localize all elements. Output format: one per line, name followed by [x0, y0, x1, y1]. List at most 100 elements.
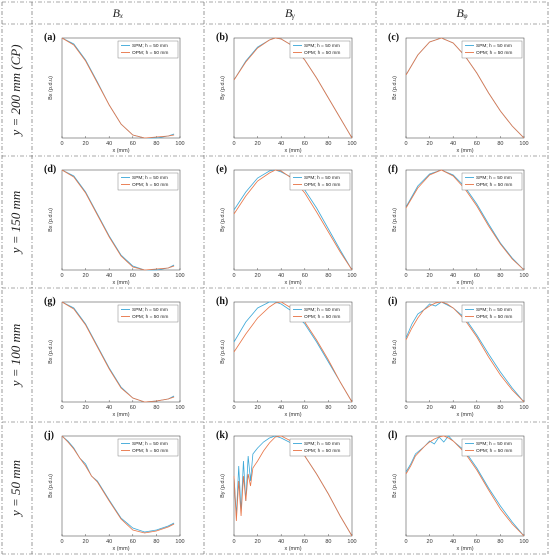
panel-label: (g): [44, 296, 56, 307]
panels: (a) 0 20 40 60 80 100 x (mm) Bx (p.d.u) SPM; h = …: [44, 32, 529, 552]
y-axis-label: Bx (p.d.u): [48, 474, 54, 498]
x-axis-label: x (mm): [284, 148, 301, 154]
chart-panel: (b) 0 20 40 60 80 100 x (mm) By (p.d.u) SPM; h = …: [216, 32, 357, 154]
x-tick-label: 100: [519, 273, 528, 279]
legend-box: [461, 304, 523, 323]
legend-box: [289, 172, 351, 191]
chart-panel: (e) 0 20 40 60 80 100 x (mm) By (p.d.u) SPM; h = …: [216, 164, 357, 286]
chart-panel: (g) 0 20 40 60 80 100 x (mm) Bx (p.d.u) SPM; h = …: [44, 296, 185, 418]
series-line-opm: [233, 169, 353, 271]
x-axis-label: x (mm): [284, 412, 301, 418]
legend-entry: OPM; h = 50 mm: [132, 314, 168, 320]
chart-panel: (d) 0 20 40 60 80 100 x (mm) Bx (p.d.u) SPM; h = …: [44, 164, 185, 286]
x-tick-label: 40: [278, 141, 284, 147]
plot-frame: [61, 301, 181, 403]
legend-entry: OPM; h = 50 mm: [132, 182, 168, 188]
headers: Bₓ Bᵧ Bᵩ y = 200 mm (CP) y = 150 mm y = 100 m…: [8, 6, 468, 518]
panel-label: (j): [44, 430, 54, 441]
legend-entry: SPM; h = 50 mm: [132, 441, 168, 447]
x-tick-label: 100: [175, 141, 184, 147]
plot-frame: [61, 37, 181, 139]
legend-box: [117, 40, 179, 59]
series-line-opm: [61, 169, 175, 271]
x-tick-label: 20: [427, 539, 433, 545]
x-tick-label: 100: [347, 405, 356, 411]
plot-frame: [61, 169, 181, 271]
x-tick-label: 60: [130, 405, 136, 411]
x-tick-label: 60: [302, 141, 308, 147]
plot-frame: [233, 169, 353, 271]
x-tick-label: 100: [175, 273, 184, 279]
x-tick-label: 80: [153, 141, 159, 147]
x-tick-label: 60: [302, 405, 308, 411]
series-line-opm: [405, 435, 525, 537]
x-tick-label: 20: [255, 273, 261, 279]
panel-label: (b): [216, 32, 228, 43]
legend-entry: SPM; h = 50 mm: [304, 307, 340, 313]
x-tick-label: 40: [106, 273, 112, 279]
legend-box: [461, 40, 523, 59]
row-header: y = 50 mm: [8, 460, 23, 518]
x-tick-label: 80: [497, 539, 503, 545]
x-tick-label: 60: [474, 273, 480, 279]
column-header: Bₓ: [113, 6, 124, 20]
legend-box: [289, 304, 351, 323]
x-tick-label: 100: [175, 405, 184, 411]
x-axis-label: x (mm): [456, 280, 473, 286]
chart-panel: (i) 0 20 40 60 80 100 x (mm) Bz (p.d.u) SPM; h = …: [388, 296, 529, 418]
legend-entry: SPM; h = 50 mm: [476, 175, 512, 181]
x-tick-label: 60: [130, 539, 136, 545]
x-tick-label: 20: [255, 405, 261, 411]
panel-label: (f): [388, 164, 398, 175]
x-tick-label: 20: [255, 539, 261, 545]
legend-entry: SPM; h = 50 mm: [132, 175, 168, 181]
x-tick-label: 20: [427, 141, 433, 147]
x-tick-label: 80: [497, 273, 503, 279]
x-tick-label: 60: [474, 141, 480, 147]
plot-frame: [61, 435, 181, 537]
x-tick-label: 100: [519, 539, 528, 545]
x-tick-label: 20: [255, 141, 261, 147]
legend-box: [289, 40, 351, 59]
plot-frame: [233, 37, 353, 139]
x-tick-label: 0: [404, 405, 407, 411]
series-line-opm: [233, 37, 353, 139]
legend-entry: SPM; h = 50 mm: [132, 307, 168, 313]
x-axis-label: x (mm): [456, 546, 473, 552]
legend-entry: SPM; h = 50 mm: [304, 43, 340, 49]
plot-frame: [405, 435, 525, 537]
x-axis-label: x (mm): [284, 280, 301, 286]
y-axis-label: By (p.d.u): [220, 76, 226, 100]
series-line-spm: [233, 301, 353, 403]
row-header: y = 200 mm (CP): [8, 44, 23, 137]
x-tick-label: 80: [153, 405, 159, 411]
x-tick-label: 40: [106, 141, 112, 147]
x-tick-label: 80: [497, 141, 503, 147]
y-axis-label: Bx (p.d.u): [48, 340, 54, 364]
legend-entry: OPM; h = 50 mm: [476, 448, 512, 454]
x-tick-label: 80: [325, 539, 331, 545]
x-tick-label: 100: [519, 141, 528, 147]
column-header: Bᵧ: [285, 6, 295, 20]
x-tick-label: 0: [232, 273, 235, 279]
plot-frame: [405, 37, 525, 139]
legend-entry: OPM; h = 50 mm: [304, 314, 340, 320]
x-axis-label: x (mm): [112, 412, 129, 418]
series-line-spm: [61, 169, 175, 271]
x-axis-label: x (mm): [284, 546, 301, 552]
legend-entry: SPM; h = 50 mm: [476, 441, 512, 447]
panel-label: (a): [44, 32, 56, 43]
x-tick-label: 20: [83, 539, 89, 545]
plot-frame: [405, 301, 525, 403]
series-line-opm: [405, 301, 525, 403]
chart-panel: (j) 0 20 40 60 80 100 x (mm) Bx (p.d.u) SPM; h = …: [44, 430, 185, 552]
legend-entry: SPM; h = 50 mm: [476, 43, 512, 49]
x-tick-label: 40: [278, 539, 284, 545]
legend-entry: OPM; h = 50 mm: [476, 50, 512, 56]
x-tick-label: 40: [106, 405, 112, 411]
row-header: y = 150 mm: [8, 191, 23, 256]
legend-box: [117, 304, 179, 323]
x-tick-label: 20: [83, 141, 89, 147]
x-tick-label: 20: [427, 273, 433, 279]
